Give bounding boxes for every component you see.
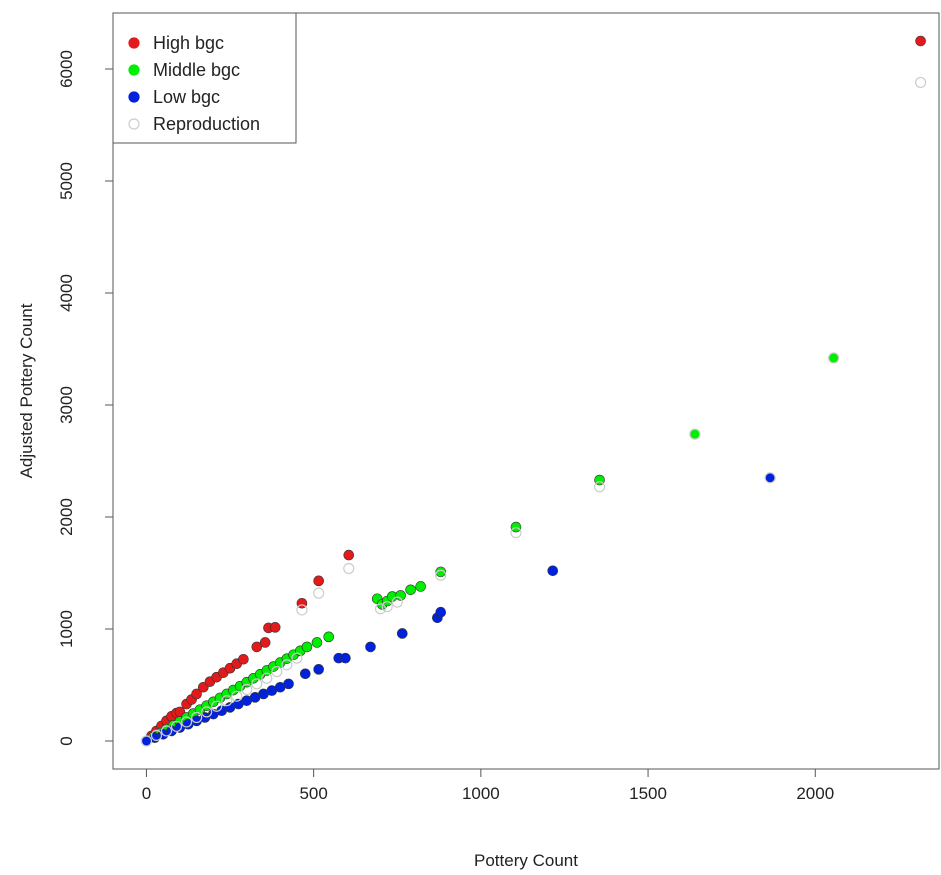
reproduction-point — [344, 564, 354, 574]
y-tick-label: 2000 — [57, 498, 76, 536]
y-tick-label: 3000 — [57, 386, 76, 424]
x-axis-label: Pottery Count — [474, 851, 578, 870]
y-tick-label: 0 — [57, 736, 76, 745]
legend: High bgc Middle bgc Low bgc Reproduction — [113, 13, 296, 143]
legend-marker — [129, 65, 139, 75]
low-bgc-point — [548, 566, 558, 576]
legend-label: Middle bgc — [153, 60, 240, 80]
y-tick-label: 5000 — [57, 162, 76, 200]
low-bgc-point — [314, 664, 324, 674]
high-bgc-point — [270, 622, 280, 632]
low-bgc-point — [340, 653, 350, 663]
series-middle-bgc — [141, 353, 838, 746]
reproduction-point — [314, 588, 324, 598]
high-bgc-point — [344, 550, 354, 560]
low-bgc-point — [397, 628, 407, 638]
legend-label: Low bgc — [153, 87, 220, 107]
high-bgc-point — [916, 36, 926, 46]
y-axis: 0 1000 2000 3000 4000 5000 6000 — [57, 50, 113, 746]
x-tick-label: 2000 — [796, 784, 834, 803]
x-tick-label: 500 — [299, 784, 327, 803]
legend-label: High bgc — [153, 33, 224, 53]
x-axis: 0 500 1000 1500 2000 — [142, 769, 834, 803]
y-tick-label: 4000 — [57, 274, 76, 312]
legend-marker — [129, 92, 139, 102]
series-low-bgc — [141, 473, 775, 746]
high-bgc-point — [238, 654, 248, 664]
low-bgc-point — [300, 669, 310, 679]
high-bgc-point — [314, 576, 324, 586]
middle-bgc-point — [302, 642, 312, 652]
high-bgc-point — [260, 637, 270, 647]
y-axis-label: Adjusted Pottery Count — [17, 303, 36, 478]
middle-bgc-point — [406, 585, 416, 595]
legend-label: Reproduction — [153, 114, 260, 134]
y-tick-label: 6000 — [57, 50, 76, 88]
reproduction-point — [916, 77, 926, 87]
middle-bgc-point — [312, 637, 322, 647]
low-bgc-point — [284, 679, 294, 689]
legend-marker — [129, 38, 139, 48]
x-tick-label: 0 — [142, 784, 151, 803]
middle-bgc-point — [324, 632, 334, 642]
middle-bgc-point — [416, 581, 426, 591]
low-bgc-point — [436, 607, 446, 617]
y-tick-label: 1000 — [57, 610, 76, 648]
low-bgc-point — [365, 642, 375, 652]
x-tick-label: 1500 — [629, 784, 667, 803]
x-tick-label: 1000 — [462, 784, 500, 803]
